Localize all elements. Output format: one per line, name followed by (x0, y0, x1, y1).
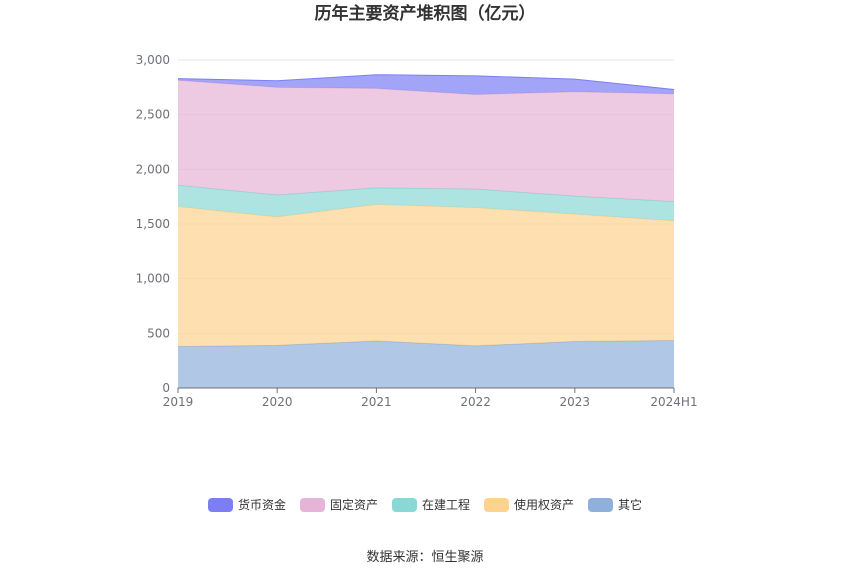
x-tick-label: 2021 (361, 395, 392, 409)
legend-swatch (391, 497, 417, 512)
y-tick-label: 1,500 (136, 217, 170, 231)
legend-label: 在建工程 (421, 498, 470, 512)
y-tick-label: 2,000 (136, 162, 170, 176)
x-tick-label: 2022 (460, 395, 491, 409)
legend-item[interactable]: 使用权资产 (484, 496, 574, 513)
area-layer (177, 74, 675, 388)
x-tick-label: 2019 (163, 395, 194, 409)
legend-swatch (588, 497, 614, 512)
series-line-4 (177, 74, 675, 91)
y-tick-label: 2,500 (136, 108, 170, 122)
legend-swatch (484, 497, 509, 512)
area-series-3[interactable] (178, 80, 674, 202)
y-tick-label: 0 (162, 381, 170, 395)
x-tick-label: 2023 (560, 395, 591, 409)
legend-label: 货币资金 (237, 498, 286, 512)
legend-label: 使用权资产 (514, 498, 575, 512)
legend-label: 其它 (618, 498, 643, 512)
legend-item[interactable]: 货币资金 (207, 496, 286, 513)
y-tick-label: 500 (147, 326, 170, 340)
source-text: 数据来源：恒生聚源 (366, 550, 484, 565)
legend-item[interactable]: 在建工程 (391, 496, 470, 513)
chart-title: 历年主要资产堆积图（亿元） (314, 4, 536, 24)
legend-label: 固定资产 (329, 498, 378, 512)
area-series-2[interactable] (178, 185, 674, 221)
legend-swatch (207, 497, 233, 512)
legend: 货币资金 固定资产 在建工程 使用权资产 其它 (0, 496, 850, 513)
area-series-1[interactable] (178, 204, 674, 347)
legend-item[interactable]: 固定资产 (299, 496, 378, 513)
area-series-0[interactable] (178, 340, 674, 388)
x-tick-label: 2020 (262, 395, 293, 409)
axis-layer: 0 500 1,000 1,500 2,000 2,500 3,000 2019 2020 202… (136, 53, 698, 409)
x-tick-label: 2024H1 (650, 395, 697, 409)
legend-item[interactable]: 其它 (588, 496, 642, 513)
y-tick-label: 1,000 (136, 272, 170, 286)
legend-swatch (299, 497, 325, 512)
y-tick-label: 3,000 (136, 53, 170, 67)
